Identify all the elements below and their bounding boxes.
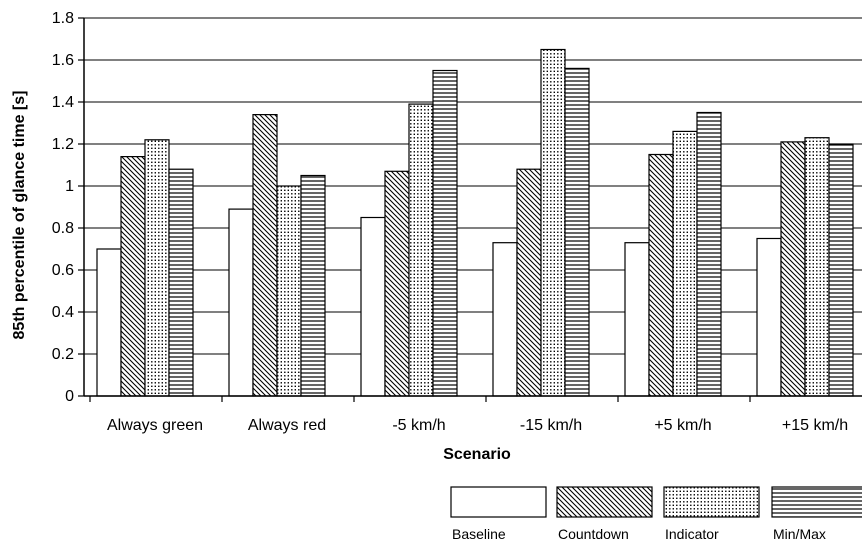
x-axis-title: Scenario (443, 446, 511, 463)
bar-baseline-15-km-h (756, 237, 782, 397)
x-tick-label: -5 km/h (392, 417, 445, 434)
bar-min-max-15-km-h (828, 143, 854, 397)
axes (78, 17, 862, 402)
x-tick-label: -15 km/h (520, 417, 582, 434)
gridlines (84, 17, 862, 355)
x-tick-label: +15 km/h (782, 417, 848, 434)
legend-label-indicator: Indicator (665, 526, 719, 542)
y-tick-label: 0 (65, 388, 74, 405)
bar-indicator-15-km-h (804, 137, 830, 397)
x-tick-label: Always red (248, 417, 326, 434)
bar-countdown-always-red (252, 113, 278, 397)
y-tick-label: 0.4 (52, 304, 74, 321)
y-tick-label: 1 (65, 178, 74, 195)
y-axis-title: 85th percentile of glance time [s] (11, 91, 28, 340)
y-tick-label: 1.4 (52, 94, 74, 111)
legend-label-min-max: Min/Max (773, 526, 826, 542)
bar-baseline-5-km-h (360, 216, 386, 397)
bar-indicator-always-red (276, 185, 302, 397)
x-tick-labels: Always green Always red -5 km/h -15 km/h +5 … (107, 417, 848, 434)
bar-min-max-always-green (168, 168, 194, 397)
bar-countdown-always-green (120, 156, 146, 397)
bar-baseline-5-km-h (624, 242, 650, 397)
legend-swatch-countdown (556, 486, 653, 518)
bar-min-max-5-km-h (696, 111, 722, 397)
legend-swatch-min-max (771, 486, 862, 518)
x-tick-label: Always green (107, 417, 203, 434)
y-tick-label: 1.6 (52, 52, 74, 69)
legend: Baseline Countdown Indicator Min/Max (450, 486, 862, 542)
y-tick-labels: 0 0.2 0.4 0.6 0.8 1 1.2 1.4 1.6 1.8 (52, 10, 74, 405)
bar-countdown-5-km-h (384, 170, 410, 397)
bar-countdown-15-km-h (780, 141, 806, 397)
bars (96, 48, 854, 397)
y-tick-label: 1.8 (52, 10, 74, 27)
y-tick-label: 0.6 (52, 262, 74, 279)
bar-baseline-always-green (96, 248, 122, 397)
bar-indicator-15-km-h (540, 48, 566, 397)
y-tick-label: 1.2 (52, 136, 74, 153)
bar-indicator-5-km-h (672, 130, 698, 397)
bar-min-max-5-km-h (432, 69, 458, 397)
bar-baseline-15-km-h (492, 242, 518, 397)
legend-label-countdown: Countdown (558, 526, 629, 542)
legend-swatch-indicator (663, 486, 760, 518)
bar-baseline-always-red (228, 208, 254, 397)
x-tick-label: +5 km/h (654, 417, 711, 434)
bar-min-max-always-red (300, 174, 326, 397)
bar-indicator-always-green (144, 139, 170, 397)
bar-countdown-15-km-h (516, 168, 542, 397)
legend-label-baseline: Baseline (452, 526, 506, 542)
bar-countdown-5-km-h (648, 153, 674, 397)
bar-indicator-5-km-h (408, 103, 434, 397)
y-tick-label: 0.8 (52, 220, 74, 237)
bar-min-max-15-km-h (564, 67, 590, 397)
legend-swatch-baseline (450, 486, 547, 518)
y-tick-label: 0.2 (52, 346, 74, 363)
